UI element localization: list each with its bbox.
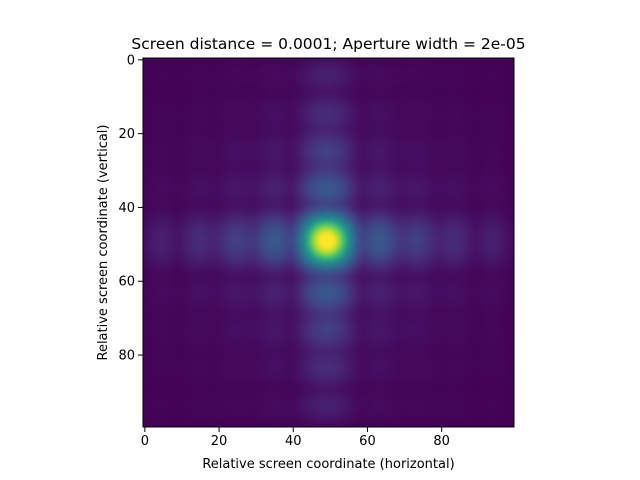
y-tick-label: 0: [127, 53, 135, 68]
plot-area: [142, 57, 515, 428]
heatmap-image: [143, 58, 514, 427]
y-tick-label: 20: [118, 127, 135, 142]
y-tick-label: 40: [118, 201, 135, 216]
x-tick-label: 0: [141, 434, 149, 449]
y-axis-label: Relative screen coordinate (vertical): [96, 125, 111, 361]
y-axis: 0 20 40 60 80: [118, 53, 143, 364]
plot-frame: [142, 57, 515, 428]
x-axis: 0 20 40 60 80: [141, 427, 450, 449]
x-tick-label: 20: [211, 434, 228, 449]
y-tick-label: 60: [118, 275, 135, 290]
y-tick-label: 80: [118, 349, 135, 364]
diffraction-pattern: [143, 58, 514, 427]
x-tick-label: 60: [359, 434, 376, 449]
x-tick-label: 80: [433, 434, 450, 449]
x-tick-label: 40: [285, 434, 302, 449]
chart-title: Screen distance = 0.0001; Aperture width…: [131, 35, 525, 53]
x-axis-label: Relative screen coordinate (horizontal): [202, 457, 454, 472]
